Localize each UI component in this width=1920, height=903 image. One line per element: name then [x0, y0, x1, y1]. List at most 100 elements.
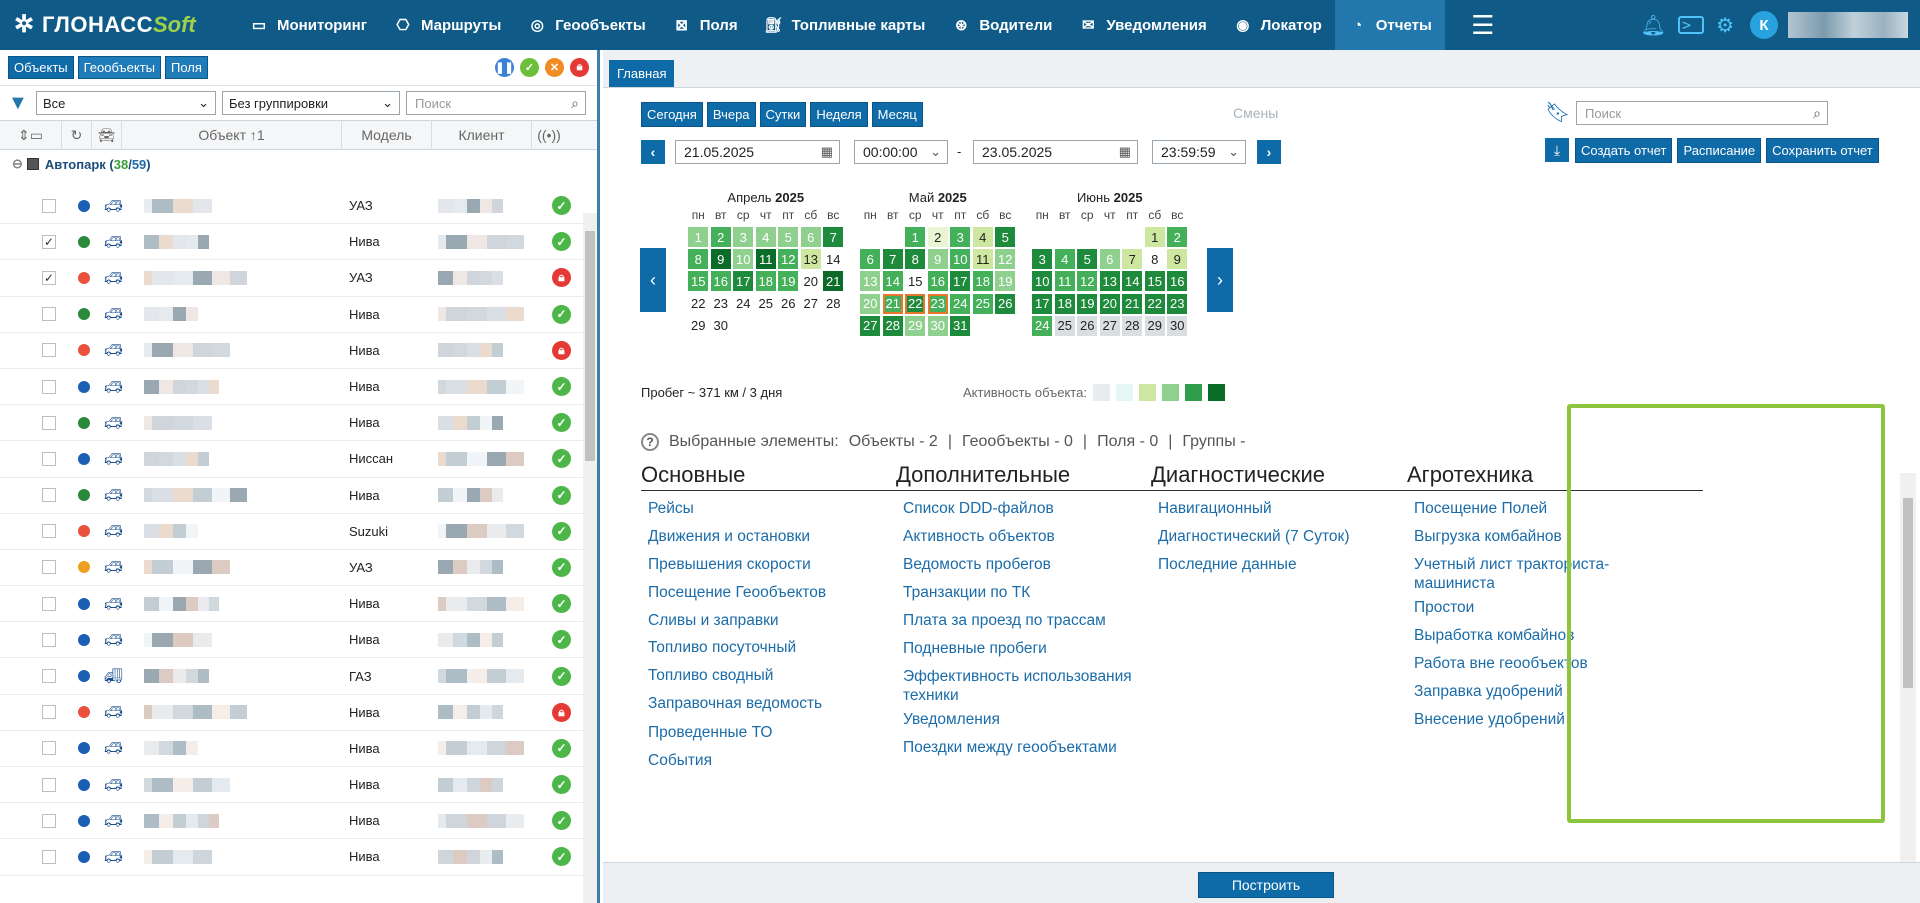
help-icon[interactable]: ?: [641, 433, 659, 451]
calendar-day[interactable]: 13: [860, 271, 881, 292]
object-name-redacted[interactable]: [144, 343, 334, 358]
nav-item-3[interactable]: ⊠ Поля: [659, 0, 751, 50]
report-link[interactable]: Список DDD-файлов: [903, 500, 1054, 517]
object-name-redacted[interactable]: [144, 379, 334, 394]
calendar-day[interactable]: 1: [905, 227, 926, 248]
grouping-select[interactable]: Без группировки ⌄: [222, 91, 400, 115]
row-checkbox[interactable]: [42, 415, 56, 430]
report-link[interactable]: Активность объектов: [903, 528, 1055, 545]
menu-icon[interactable]: ☰: [1471, 9, 1495, 40]
table-row[interactable]: 🚙︎ УАЗ ✓: [0, 188, 583, 225]
calendar-day[interactable]: 26: [995, 293, 1016, 314]
table-row[interactable]: 🚙︎ Нива ✓: [0, 767, 583, 804]
user-name-redacted[interactable]: [1788, 12, 1908, 38]
row-checkbox[interactable]: [42, 307, 56, 322]
calendar-day[interactable]: 7: [823, 227, 844, 248]
date-to-input[interactable]: 23.05.2025 ▦: [973, 140, 1138, 164]
create-report-button[interactable]: Создать отчет: [1575, 138, 1673, 163]
report-link[interactable]: Выгрузка комбайнов: [1414, 528, 1562, 545]
calendar-day[interactable]: 20: [803, 273, 818, 289]
table-row[interactable]: 🚚︎ ГАЗ ✓: [0, 658, 583, 695]
calendar-day[interactable]: 30: [927, 315, 948, 336]
object-name-redacted[interactable]: [144, 669, 334, 684]
nav-item-2[interactable]: ◎ Геообъекты: [514, 0, 658, 50]
objects-scrollbar[interactable]: [583, 213, 597, 903]
row-checkbox[interactable]: [42, 669, 56, 684]
calendar-day[interactable]: 9: [710, 249, 731, 270]
week-button[interactable]: Неделя: [810, 102, 868, 127]
calendar-day[interactable]: 5: [1077, 249, 1098, 270]
row-checkbox[interactable]: [42, 560, 56, 575]
object-name-redacted[interactable]: [144, 488, 334, 503]
calendar-icon[interactable]: ▦: [1118, 144, 1131, 159]
row-checkbox[interactable]: [42, 524, 56, 539]
table-row[interactable]: 🚙︎ Suzuki ✓: [0, 514, 583, 550]
nav-item-0[interactable]: ▭ Мониторинг: [236, 0, 380, 50]
bookmark-icon[interactable]: 🔖︎: [1545, 102, 1571, 124]
calendar-day[interactable]: 5: [778, 227, 799, 248]
row-checkbox[interactable]: [42, 705, 56, 720]
time-from-select[interactable]: 00:00:00 ⌄: [854, 140, 948, 164]
calendar-day[interactable]: 27: [803, 296, 818, 312]
prev-period-button[interactable]: ‹: [641, 140, 665, 164]
tab-fields[interactable]: Поля: [165, 56, 208, 79]
next-period-button[interactable]: ›: [1257, 140, 1281, 164]
expand-collapse-icon[interactable]: ⇕▭: [0, 120, 62, 150]
report-search-input[interactable]: Поиск ⌕: [1576, 101, 1828, 125]
calendar-day[interactable]: 15: [688, 271, 709, 292]
calendar-day[interactable]: 14: [1122, 271, 1143, 292]
selected-objects[interactable]: Объекты - 2: [848, 433, 938, 450]
report-link[interactable]: Выработка комбайнов: [1414, 627, 1575, 644]
date-from-input[interactable]: 21.05.2025 ▦: [675, 140, 840, 164]
calendar-day[interactable]: 17: [950, 271, 971, 292]
calendar-day[interactable]: 28: [826, 296, 841, 312]
calendar-day[interactable]: 22: [691, 296, 706, 312]
column-object[interactable]: Объект ↑1: [122, 120, 342, 150]
group-checkbox[interactable]: [26, 158, 39, 170]
gear-icon[interactable]: ⚙: [1716, 14, 1734, 37]
schedule-button[interactable]: Расписание: [1677, 138, 1762, 163]
calendar-day[interactable]: 13: [800, 249, 821, 270]
close-icon[interactable]: ✕: [545, 58, 564, 77]
calendar-day[interactable]: 21: [1122, 293, 1143, 314]
report-link[interactable]: Последние данные: [1158, 556, 1297, 573]
report-link[interactable]: Эффективность использования техники: [903, 668, 1132, 704]
calendar-day[interactable]: 8: [905, 249, 926, 270]
object-name-redacted[interactable]: [144, 741, 334, 756]
row-checkbox[interactable]: [42, 849, 56, 864]
report-link[interactable]: Работа вне геообъектов: [1414, 655, 1588, 672]
table-row[interactable]: 🚙︎ Нива ✓: [0, 622, 583, 659]
table-row[interactable]: 🚙︎ Ниссан ✓: [0, 441, 583, 478]
check-icon[interactable]: ✓: [520, 58, 539, 77]
row-checkbox[interactable]: [42, 632, 56, 647]
calendar-day[interactable]: 16: [1167, 271, 1188, 292]
calendar-day[interactable]: 14: [826, 251, 841, 267]
app-logo[interactable]: ✲ ГЛОНАСС Soft: [0, 0, 236, 50]
calendar-day[interactable]: 18: [755, 271, 776, 292]
report-link[interactable]: Ведомость пробегов: [903, 556, 1051, 573]
scrollbar-thumb[interactable]: [585, 231, 595, 461]
calendar-day[interactable]: 29: [905, 315, 926, 336]
row-checkbox[interactable]: [42, 379, 56, 394]
calendar-day[interactable]: 6: [800, 227, 821, 248]
object-name-redacted[interactable]: [144, 524, 334, 539]
car-icon[interactable]: 🚘︎: [92, 120, 122, 150]
report-link[interactable]: События: [648, 752, 712, 769]
calendar-day[interactable]: 25: [1054, 315, 1075, 336]
calendar-day[interactable]: 27: [1099, 315, 1120, 336]
nav-item-7[interactable]: ◉ Локатор: [1220, 0, 1335, 50]
report-link[interactable]: Внесение удобрений: [1414, 711, 1565, 728]
nav-item-5[interactable]: ⊛ Водители: [938, 0, 1065, 50]
object-name-redacted[interactable]: [144, 849, 334, 864]
report-link[interactable]: Транзакции по ТК: [903, 584, 1031, 601]
calendar-day[interactable]: 27: [860, 315, 881, 336]
report-link[interactable]: Плата за проезд по трассам: [903, 612, 1106, 629]
report-link[interactable]: Топливо сводный: [648, 667, 774, 684]
table-row[interactable]: 🚙︎ Нива ✓: [0, 731, 583, 767]
calendar-day[interactable]: 13: [1099, 271, 1120, 292]
lock-icon[interactable]: 🔒︎: [570, 58, 589, 77]
calendar-day[interactable]: 6: [860, 249, 881, 270]
nav-item-8[interactable]: ◔ Отчеты: [1334, 0, 1445, 50]
calendar-day[interactable]: 19: [778, 271, 799, 292]
calendar-day[interactable]: 4: [1054, 249, 1075, 270]
